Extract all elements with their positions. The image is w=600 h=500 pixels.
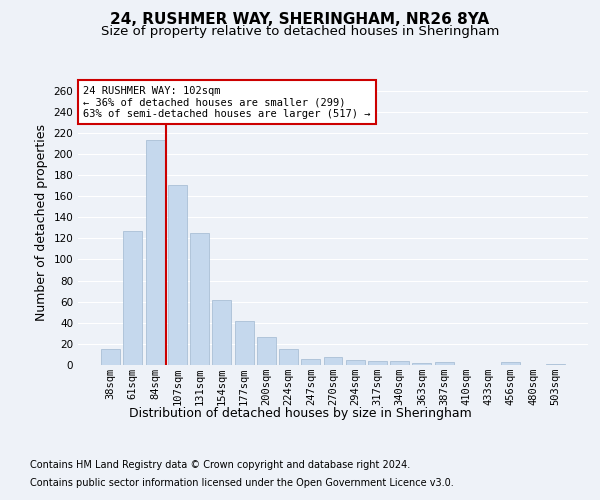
Bar xyxy=(124,231,142,365)
Text: Size of property relative to detached houses in Sheringham: Size of property relative to detached ho… xyxy=(101,25,499,38)
Bar xyxy=(235,320,254,365)
Bar xyxy=(390,361,409,365)
Bar xyxy=(346,360,365,365)
Bar xyxy=(323,356,343,365)
Bar xyxy=(279,349,298,365)
Bar xyxy=(257,336,276,365)
Text: Distribution of detached houses by size in Sheringham: Distribution of detached houses by size … xyxy=(128,408,472,420)
Bar xyxy=(168,184,187,365)
Text: 24, RUSHMER WAY, SHERINGHAM, NR26 8YA: 24, RUSHMER WAY, SHERINGHAM, NR26 8YA xyxy=(110,12,490,28)
Bar xyxy=(190,233,209,365)
Bar xyxy=(546,364,565,365)
Text: 24 RUSHMER WAY: 102sqm
← 36% of detached houses are smaller (299)
63% of semi-de: 24 RUSHMER WAY: 102sqm ← 36% of detached… xyxy=(83,86,371,119)
Bar xyxy=(146,140,164,365)
Text: Contains HM Land Registry data © Crown copyright and database right 2024.: Contains HM Land Registry data © Crown c… xyxy=(30,460,410,470)
Bar xyxy=(412,363,431,365)
Y-axis label: Number of detached properties: Number of detached properties xyxy=(35,124,48,321)
Bar xyxy=(368,361,387,365)
Bar xyxy=(435,362,454,365)
Bar xyxy=(101,349,120,365)
Bar xyxy=(212,300,231,365)
Bar xyxy=(502,362,520,365)
Text: Contains public sector information licensed under the Open Government Licence v3: Contains public sector information licen… xyxy=(30,478,454,488)
Bar xyxy=(301,358,320,365)
